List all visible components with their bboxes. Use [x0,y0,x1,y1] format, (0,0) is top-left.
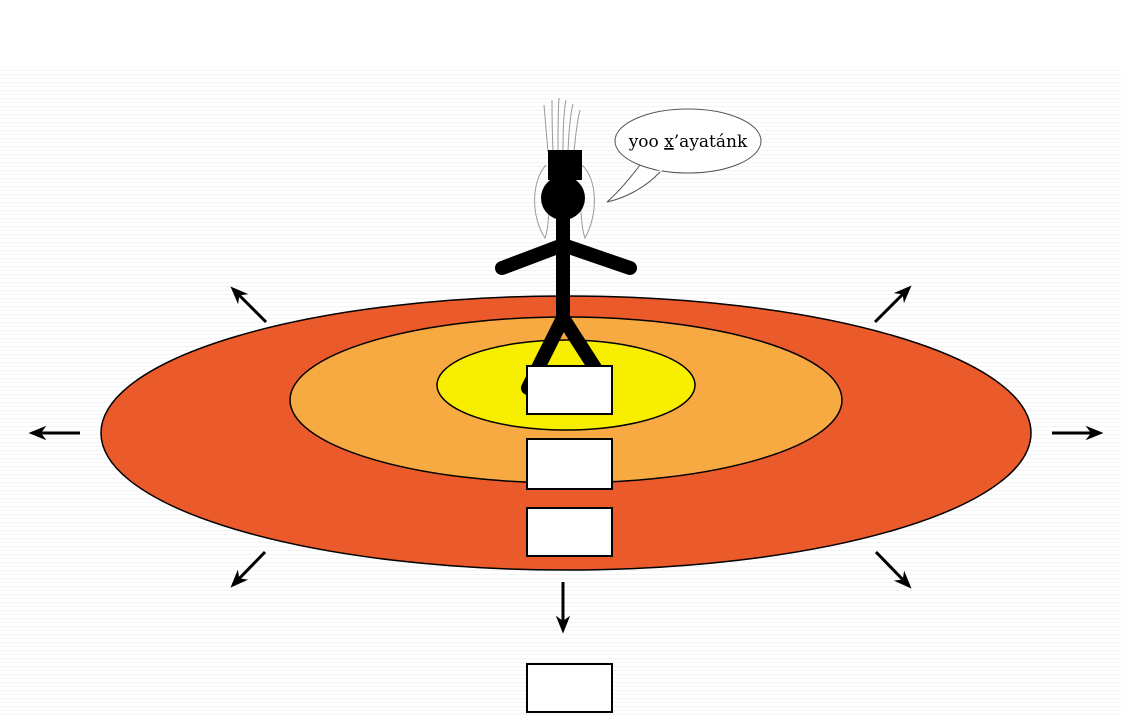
answer-box[interactable] [527,508,612,556]
speech-word: yoo [628,132,659,152]
speech-word: ’ayatánk [674,132,748,152]
answer-box[interactable] [527,664,612,712]
page: yoo x’ayatánk (() => { const data = JSON… [0,0,1121,715]
diagram: yoo x’ayatánk [0,0,1121,715]
speech-text: yoo x’ayatánk [628,132,748,152]
answer-box[interactable] [527,439,612,489]
answer-box[interactable] [527,366,612,414]
speech-letter: x [664,132,674,152]
